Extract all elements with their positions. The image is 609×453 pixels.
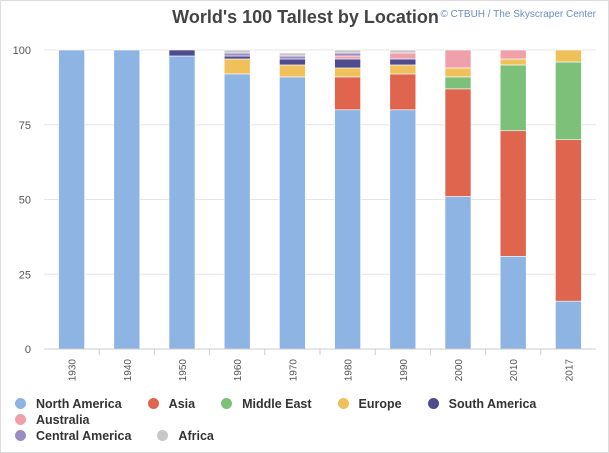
bar-segment-europe[interactable] (279, 64, 306, 78)
legend-item[interactable]: Europe (337, 396, 402, 411)
y-tick-label: 75 (19, 120, 31, 132)
legend-label: South America (448, 396, 537, 411)
x-tick-label: 1950 (178, 359, 189, 382)
bar-segment-north-america[interactable] (444, 196, 472, 350)
bar-segment-asia[interactable] (499, 130, 527, 257)
bar-segment-asia[interactable] (444, 88, 472, 197)
legend-marker-icon (15, 430, 26, 441)
bar-segment-europe[interactable] (334, 67, 361, 78)
bar-segment-north-america[interactable] (499, 256, 527, 350)
legend-item[interactable]: Central America (15, 428, 131, 443)
bar-segment-europe[interactable] (444, 67, 472, 78)
bar-segment-south-america[interactable] (223, 55, 251, 60)
legend-marker-icon (337, 398, 349, 409)
legend-item[interactable]: Australia (15, 412, 90, 427)
y-tick-label: 25 (19, 269, 31, 281)
legend-marker-icon (427, 398, 439, 409)
bar-segment-north-america[interactable] (279, 76, 306, 350)
legend-marker-icon (15, 398, 26, 409)
legend-item[interactable]: North America (15, 396, 122, 411)
bar-segment-middle-east[interactable] (499, 64, 527, 132)
legend-marker-icon (221, 398, 233, 409)
chart-title: World's 100 Tallest by Location (172, 7, 439, 27)
legend-item[interactable]: Africa (157, 428, 214, 443)
bar-segment-north-america[interactable] (555, 300, 582, 350)
bar-segment-south-america[interactable] (389, 58, 417, 66)
bar-segment-africa[interactable] (389, 49, 417, 54)
legend: North America Asia Middle East Europe South … (15, 396, 605, 444)
chart-credit[interactable]: © CTBUH / The Skyscraper Center (440, 9, 596, 20)
bar-segment-middle-east[interactable] (444, 76, 472, 90)
bar-segment-north-america[interactable] (223, 73, 251, 350)
bar-segment-south-america[interactable] (168, 49, 196, 57)
legend-label: Africa (178, 428, 214, 443)
bar-segment-europe[interactable] (223, 58, 251, 75)
legend-marker-icon (157, 430, 169, 441)
legend-label: Asia (168, 396, 196, 411)
x-tick-label: 1980 (344, 359, 355, 382)
bar-segment-australia[interactable] (389, 52, 417, 60)
bar-segment-north-america[interactable] (58, 49, 85, 350)
legend-item[interactable]: Middle East (221, 396, 312, 411)
legend-item[interactable]: Asia (147, 396, 196, 411)
y-tick-label: 100 (13, 45, 31, 57)
legend-label: North America (36, 396, 122, 411)
legend-label: Australia (36, 412, 90, 427)
bar-segment-central-america[interactable] (223, 52, 251, 57)
bar-segment-australia[interactable] (334, 55, 361, 60)
x-tick-label: 2017 (564, 359, 575, 382)
bar-segment-central-america[interactable] (279, 55, 306, 60)
bar-segment-africa[interactable] (334, 49, 361, 54)
x-tick-label: 1960 (233, 359, 244, 382)
bar-segment-europe[interactable] (555, 49, 582, 63)
bar-segment-europe[interactable] (389, 64, 417, 75)
x-tick-label: 1930 (68, 359, 79, 382)
x-tick-label: 1940 (123, 359, 134, 382)
bar-segment-asia[interactable] (334, 76, 361, 111)
bar-segment-north-america[interactable] (334, 109, 361, 350)
legend-marker-icon (15, 414, 26, 425)
bar-segment-australia[interactable] (444, 49, 472, 69)
bar-segment-south-america[interactable] (279, 58, 306, 66)
bar-segment-europe[interactable] (499, 58, 527, 66)
bar-segment-africa[interactable] (279, 52, 306, 57)
bar-segment-asia[interactable] (389, 73, 417, 111)
legend-label: Europe (358, 396, 402, 411)
bar-segment-north-america[interactable] (389, 109, 417, 350)
x-tick-label: 2000 (454, 359, 465, 382)
bar-segment-asia[interactable] (555, 139, 582, 302)
legend-label: Middle East (242, 396, 312, 411)
bar-segment-africa[interactable] (223, 49, 251, 54)
y-tick-label: 0 (25, 344, 31, 356)
x-tick-label: 2010 (509, 359, 520, 382)
x-tick-label: 1990 (399, 359, 410, 382)
bar-segment-south-america[interactable] (334, 58, 361, 69)
bar-segment-north-america[interactable] (168, 55, 196, 350)
bar-segment-north-america[interactable] (113, 49, 141, 350)
bar-segment-australia[interactable] (499, 49, 527, 60)
legend-marker-icon (147, 398, 159, 409)
legend-label: Central America (36, 428, 132, 443)
legend-item[interactable]: South America (427, 396, 537, 411)
y-tick-label: 50 (19, 195, 31, 207)
bar-segment-middle-east[interactable] (555, 61, 582, 140)
bar-segment-central-america[interactable] (334, 52, 361, 57)
x-tick-label: 1970 (288, 359, 299, 382)
